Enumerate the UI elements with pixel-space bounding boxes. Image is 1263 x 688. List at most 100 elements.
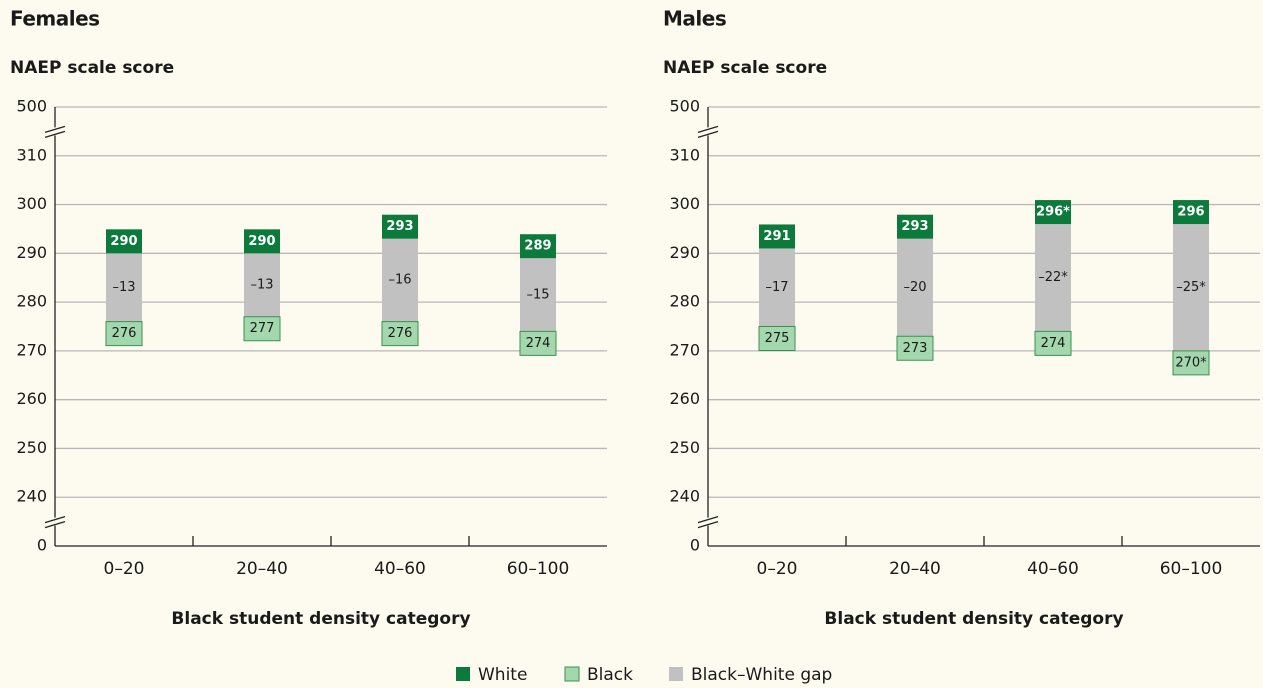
gap-label: –13 [250,278,273,293]
black-label: 275 [765,331,790,346]
gap-label: –20 [903,280,926,295]
axis-break [697,130,719,139]
black-label: 276 [112,326,137,341]
y-tick-label: 500 [669,97,700,116]
x-tick-label: 20–40 [236,559,288,579]
legend-swatch [669,667,683,681]
black-marker [243,316,281,342]
black-marker [758,326,796,351]
panel-title: Females [10,7,100,31]
black-marker [105,321,143,347]
y-tick-label: 280 [16,292,47,311]
y-tick-label: 0 [690,536,700,555]
x-tick-label: 0–20 [104,559,145,579]
axis-break-gap [704,127,712,136]
x-axis-label: Black student density category [171,609,470,629]
y-tick-label: 260 [669,389,700,408]
black-label: 277 [250,321,275,336]
white-marker [897,214,933,239]
gap-bar [106,253,142,322]
axis-break [697,125,719,134]
gap-label: –25* [1176,280,1206,295]
gap-bar [897,238,933,337]
black-label: 270* [1175,355,1207,370]
x-tick-label: 40–60 [1027,559,1079,579]
black-label: 274 [1041,336,1066,351]
white-label: 290 [110,234,137,249]
black-marker [1034,330,1072,356]
y-tick-label: 290 [16,243,47,262]
axis-break [697,515,719,524]
white-label: 291 [763,229,790,244]
white-label: 293 [386,219,413,234]
y-axis-label: NAEP scale score [10,58,174,78]
y-tick-label: 500 [16,97,47,116]
white-marker [382,214,418,239]
y-tick-label: 310 [669,145,700,164]
gap-label: –17 [765,280,788,295]
gap-label: –15 [526,287,549,302]
x-tick-label: 60–100 [507,559,570,579]
x-axis-label: Black student density category [824,609,1123,629]
legend-swatch [564,666,580,682]
legend-label: Black–White gap [691,665,832,685]
white-marker [106,229,142,254]
gap-bar [1173,224,1209,351]
axis-break-gap [704,517,712,526]
x-tick-label: 20–40 [889,559,941,579]
axis-break [44,130,66,139]
gap-label: –16 [388,273,411,288]
y-axis-label: NAEP scale score [663,58,827,78]
gap-bar [1035,224,1071,332]
gap-label: –13 [112,280,135,295]
axis-break [44,125,66,134]
y-tick-label: 270 [16,340,47,359]
x-tick-label: 60–100 [1160,559,1223,579]
y-tick-label: 250 [669,438,700,457]
y-tick-label: 300 [16,194,47,213]
white-label: 290 [248,234,275,249]
y-tick-label: 250 [16,438,47,457]
legend-swatch [456,667,470,681]
panel-title: Males [663,7,726,31]
x-tick-label: 0–20 [757,559,798,579]
axis-break [44,515,66,524]
black-label: 273 [903,341,928,356]
white-marker [1035,200,1071,225]
white-label: 296* [1036,205,1070,220]
gap-bar [244,253,280,317]
y-tick-label: 280 [669,292,700,311]
black-label: 274 [526,336,551,351]
gap-bar [382,238,418,322]
y-tick-label: 0 [37,536,47,555]
white-marker [759,224,795,249]
legend-label: Black [587,665,633,685]
white-label: 296 [1177,205,1204,220]
black-marker [1172,350,1210,376]
black-marker [519,330,557,356]
white-marker [520,234,556,259]
white-marker [244,229,280,254]
black-marker [381,321,419,347]
gap-label: –22* [1038,270,1068,285]
white-label: 289 [524,239,551,254]
axis-break-gap [51,127,59,136]
y-tick-label: 240 [16,487,47,506]
gap-bar [759,248,795,327]
y-tick-label: 240 [669,487,700,506]
black-marker [896,335,934,361]
legend-label: White [478,665,527,685]
y-tick-label: 310 [16,145,47,164]
white-marker [1173,200,1209,225]
axis-break [697,520,719,529]
y-tick-label: 300 [669,194,700,213]
axis-break-gap [51,517,59,526]
y-tick-label: 260 [16,389,47,408]
x-tick-label: 40–60 [374,559,426,579]
black-label: 276 [388,326,413,341]
axis-break [44,520,66,529]
white-label: 293 [901,219,928,234]
y-tick-label: 270 [669,340,700,359]
